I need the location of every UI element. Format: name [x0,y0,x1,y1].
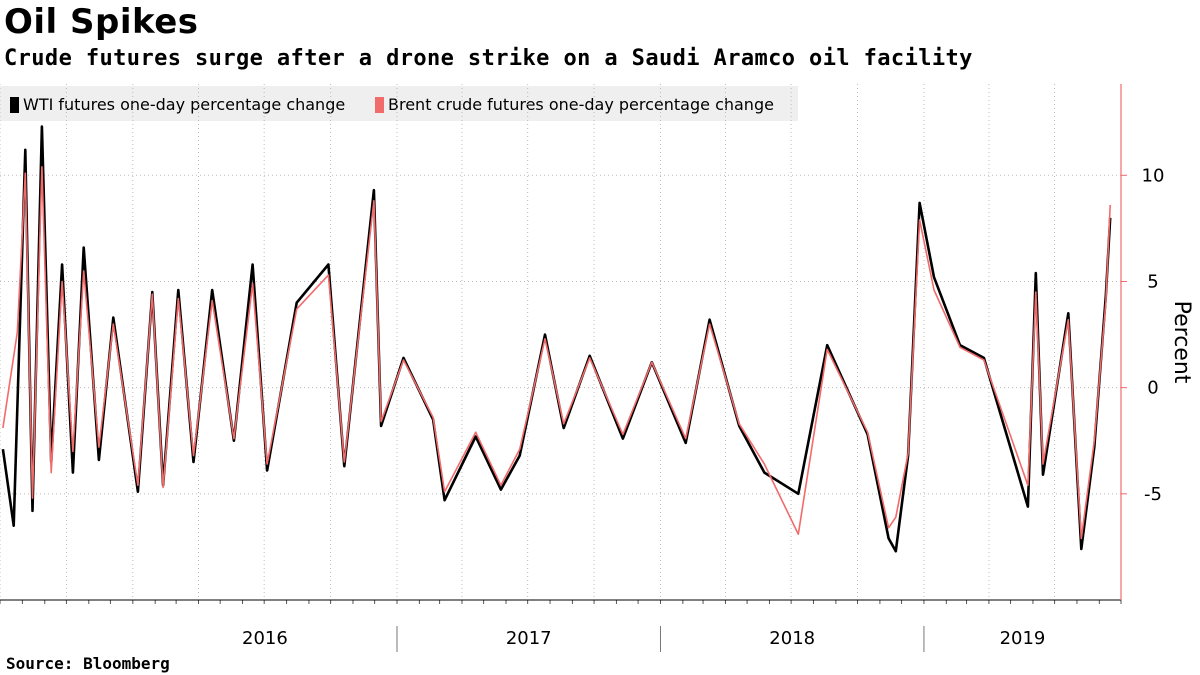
y-axis-title: Percent [1169,301,1194,384]
legend-swatch-brent [375,97,384,113]
legend-item-wti: WTI futures one-day percentage change [10,95,345,114]
x-year-label: 2018 [769,628,815,649]
x-year-label: 2016 [242,628,288,649]
y-tick-label: 0 [1147,378,1158,399]
series-line-brent [2,166,1111,540]
chart-title: Oil Spikes [4,2,199,42]
y-tick-label: 5 [1147,271,1158,292]
legend-label-brent: Brent crude futures one-day percentage c… [388,95,774,114]
x-year-label: 2019 [1000,628,1046,649]
y-tick-label: 10 [1142,165,1165,186]
source-note: Source: Bloomberg [6,654,170,673]
y-tick-label: -5 [1144,484,1162,505]
series-lines [1,125,1112,553]
legend-item-brent: Brent crude futures one-day percentage c… [375,95,774,114]
series-line-wti [1,125,1112,553]
axes: 10 5 0 -5 2016 2017 2018 2019 [0,84,1164,652]
grid-lines [0,84,1122,600]
chart-subtitle: Crude futures surge after a drone strike… [4,46,973,71]
legend-swatch-wti [10,97,19,113]
legend-label-wti: WTI futures one-day percentage change [23,95,346,114]
legend: WTI futures one-day percentage change Br… [0,86,798,121]
x-year-label: 2017 [506,628,552,649]
